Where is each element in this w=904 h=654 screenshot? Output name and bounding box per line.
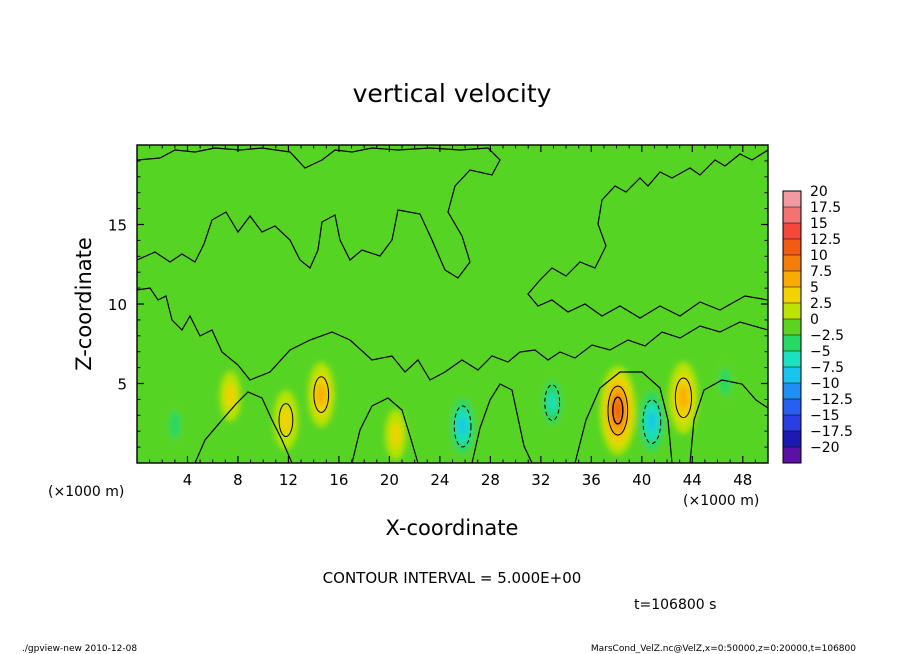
contour-cell-2 (313, 376, 330, 413)
colorbar: 2017.51512.5107.552.50−2.5−5−7.5−10−12.5… (782, 184, 853, 464)
contour-interval-text: CONTOUR INTERVAL = 5.000E+00 (323, 569, 582, 587)
colorbar-swatch (783, 271, 801, 288)
x-tick-label: 36 (582, 471, 601, 489)
y-axis-label: Z-coordinate (72, 237, 96, 371)
colorbar-label: −17.5 (810, 424, 853, 440)
y-tick-label: 10 (108, 296, 127, 314)
y-tick-label: 5 (117, 376, 127, 394)
colorbar-label: −2.5 (810, 328, 844, 344)
contour-cell-7 (642, 399, 662, 444)
updraft-cell-3 (273, 390, 299, 451)
colorbar-label: −10 (810, 376, 840, 392)
colorbar-label: 12.5 (810, 232, 841, 248)
colorbar-label: −12.5 (810, 392, 853, 408)
colorbar-swatch (783, 447, 801, 464)
colorbar-label: 2.5 (810, 296, 832, 312)
colorbar-label: 0 (810, 312, 819, 328)
y-axis: 5 10 15 (108, 160, 768, 448)
downdraft-cell-7 (635, 382, 668, 462)
contour-zero-base-5 (689, 379, 768, 463)
downdraft-cell-10 (713, 354, 737, 410)
colorbar-swatch (783, 431, 801, 448)
colorbar-swatch (783, 351, 801, 368)
x-tick-label: 32 (531, 471, 550, 489)
colorbar-label: −15 (810, 408, 840, 424)
contour-cell-1 (674, 377, 693, 419)
contour-cell-8 (544, 384, 561, 421)
y-tick-label: 15 (108, 217, 127, 235)
contour-cell-0 (607, 385, 629, 436)
colorbar-swatch (783, 239, 801, 256)
colorbar-label: 7.5 (810, 264, 832, 280)
colorbar-label: 10 (810, 248, 828, 264)
colorbar-swatch (783, 399, 801, 416)
colorbar-swatch (783, 207, 801, 224)
contour-lines (137, 147, 768, 463)
x-axis-label: X-coordinate (386, 516, 519, 540)
footer-left: ./gpview-new 2010-12-08 (22, 644, 137, 654)
updraft-cell-5 (385, 409, 407, 460)
contour-cell-inner-0 (612, 396, 624, 425)
colorbar-label: 20 (810, 184, 828, 200)
colorbar-swatch (783, 383, 801, 400)
contour-zero-upper (137, 147, 501, 279)
contour-zero-lower (137, 287, 768, 381)
footer-right: MarsCond_VelZ.nc@VelZ,x=0:50000,z=0:2000… (591, 644, 856, 654)
x-tick-label: 4 (183, 471, 193, 489)
updraft-cell-4 (219, 371, 242, 422)
colorbar-swatch (783, 415, 801, 432)
updraft-cell-1 (668, 361, 699, 434)
colorbar-swatch (783, 319, 801, 336)
x-unit-right: (×1000 m) (683, 493, 759, 509)
x-axis: 4 8 12 16 20 24 28 32 36 40 44 48 (149, 145, 756, 489)
downdraft-cell-9 (163, 397, 187, 453)
colorbar-label: −20 (810, 440, 840, 456)
colorbar-label: 17.5 (810, 200, 841, 216)
plot-area (137, 145, 768, 463)
x-tick-label: 48 (733, 471, 752, 489)
colorbar-label: −7.5 (810, 360, 844, 376)
x-tick-label: 28 (481, 471, 500, 489)
colorbar-swatch (783, 335, 801, 352)
colorbar-label: 15 (810, 216, 828, 232)
x-tick-label: 8 (233, 471, 243, 489)
colorbar-swatch (783, 223, 801, 240)
velocity-features (163, 354, 737, 463)
updraft-cell-2 (307, 362, 335, 428)
colorbar-label: 5 (810, 280, 819, 296)
downdraft-cell-6 (447, 389, 478, 463)
time-text: t=106800 s (634, 597, 716, 613)
colorbar-swatch (783, 367, 801, 384)
x-tick-label: 40 (632, 471, 651, 489)
colorbar-swatch (783, 287, 801, 304)
chart-title: vertical velocity (353, 79, 552, 108)
contour-zero-base-1 (194, 391, 293, 463)
x-tick-label: 12 (279, 471, 298, 489)
contour-cell-3 (278, 403, 294, 438)
colorbar-swatch (783, 191, 801, 208)
contour-zero-base-2 (351, 397, 419, 463)
x-tick-label: 20 (380, 471, 399, 489)
colorbar-label: −5 (810, 344, 831, 360)
colorbar-swatch (783, 255, 801, 272)
contour-zero-right (527, 149, 768, 319)
colorbar-swatch (783, 303, 801, 320)
updraft-cell-0 (599, 366, 636, 455)
contour-zero-base-4 (574, 371, 673, 463)
contour-zero-base-3 (471, 383, 533, 463)
downdraft-cell-8 (538, 370, 566, 435)
x-tick-label: 16 (329, 471, 348, 489)
x-unit-left: (×1000 m) (48, 484, 124, 500)
x-tick-label: 44 (683, 471, 702, 489)
x-tick-label: 24 (430, 471, 449, 489)
contour-cell-6 (453, 405, 472, 448)
